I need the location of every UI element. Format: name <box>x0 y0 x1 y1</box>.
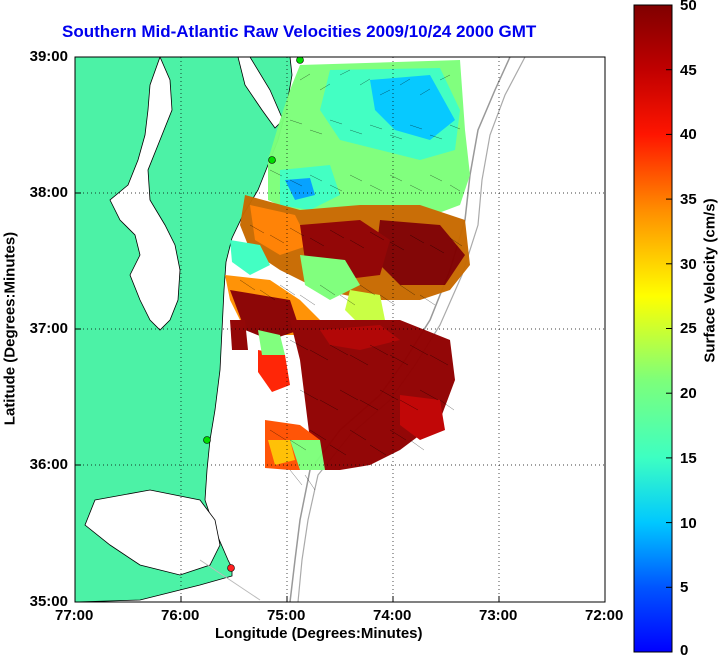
colorbar-tick: 15 <box>680 450 697 467</box>
axis-ticks <box>74 56 606 603</box>
colorbar-tick: 0 <box>680 642 689 659</box>
grid-lines <box>75 57 605 602</box>
x-axis-label: Longitude (Degrees:Minutes) <box>215 625 423 642</box>
colorbar-tick: 10 <box>680 515 697 532</box>
colorbar-tick: 30 <box>680 256 697 273</box>
colorbar-ticks <box>666 4 672 588</box>
y-tick: 38:00 <box>29 184 68 201</box>
x-tick: 72:00 <box>585 607 624 624</box>
delaware-bay <box>237 57 284 129</box>
y-tick: 39:00 <box>29 48 68 65</box>
colorbar-tick: 25 <box>680 320 697 337</box>
station-marker <box>296 57 304 64</box>
colorbar-label: Surface Velocity (cm/s) <box>701 198 719 363</box>
chesapeake-bay <box>109 57 181 331</box>
y-tick: 37:00 <box>29 320 68 337</box>
station-marker <box>227 564 235 572</box>
colorbar-tick: 20 <box>680 385 697 402</box>
velocity-vectors <box>239 69 463 491</box>
x-tick: 73:00 <box>479 607 518 624</box>
colorbar-tick: 45 <box>680 62 697 79</box>
velocity-field <box>225 60 470 470</box>
colorbar-tick: 35 <box>680 191 697 208</box>
bathymetry-contour <box>199 559 261 601</box>
y-axis-label: Latitude (Degrees:Minutes) <box>1 231 19 426</box>
colorbar <box>633 4 673 653</box>
colorbar-tick: 50 <box>680 0 697 14</box>
x-tick: 74:00 <box>373 607 412 624</box>
y-tick: 35:00 <box>29 593 68 610</box>
map-title: Southern Mid-Atlantic Raw Velocities 200… <box>62 22 537 41</box>
station-marker <box>203 436 211 444</box>
x-tick: 76:00 <box>161 607 200 624</box>
x-tick: 75:00 <box>267 607 306 624</box>
y-tick: 36:00 <box>29 456 68 473</box>
colorbar-tick: 40 <box>680 126 697 143</box>
station-marker <box>268 156 276 164</box>
colorbar-tick: 5 <box>680 579 689 596</box>
x-tick: 77:00 <box>55 607 94 624</box>
pamlico-sound <box>84 489 221 576</box>
